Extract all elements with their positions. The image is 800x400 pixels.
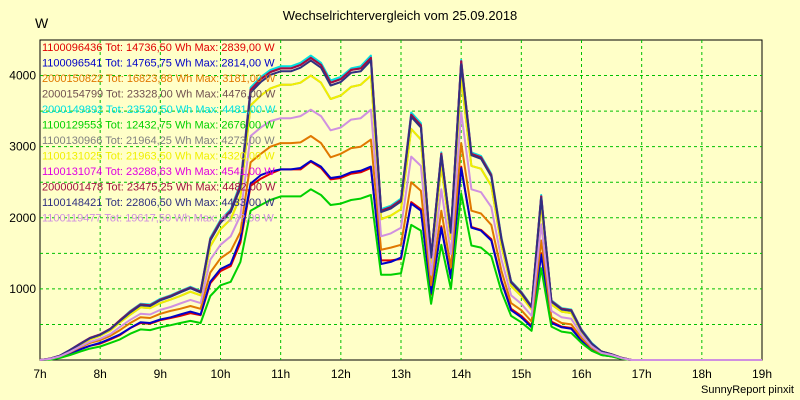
x-tick-label: 17h: [632, 367, 652, 381]
x-tick-label: 16h: [571, 367, 591, 381]
chart-title: Wechselrichtervergleich vom 25.09.2018: [282, 8, 518, 23]
legend-entry-1100096436: 1100096436 Tot: 14736,50 Wh Max: 2839,00…: [42, 42, 275, 54]
x-tick-label: 12h: [331, 367, 351, 381]
x-tick-label: 18h: [692, 367, 712, 381]
x-tick-label: 14h: [451, 367, 471, 381]
legend-entry-1100130966: 1100130966 Tot: 21964,25 Wh Max: 4273,00…: [42, 135, 275, 147]
legend-entry-1100148421: 1100148421 Tot: 22806,50 Wh Max: 4433,00…: [42, 197, 275, 209]
y-axis-unit-label: W: [35, 15, 49, 31]
x-tick-label: 8h: [93, 367, 106, 381]
y-tick-label: 4000: [9, 69, 36, 83]
legend-entry-1100119477: 1100119477 Tot: 19617,50 Wh Max: 41??,00…: [42, 213, 274, 225]
series-line-1100119477: [39, 108, 762, 361]
x-tick-label: 19h: [752, 367, 772, 381]
legend-entry-1100096541: 1100096541 Tot: 14765,75 Wh Max: 2814,00…: [42, 58, 275, 70]
credit-text: SunnyReport pinxit: [701, 384, 794, 396]
legend-entry-1100131074: 1100131074 Tot: 23288,63 Wh Max: 4541,00…: [42, 166, 275, 178]
x-tick-label: 15h: [511, 367, 531, 381]
y-tick-label: 2000: [9, 211, 36, 225]
x-tick-label: 9h: [154, 367, 167, 381]
legend-entry-2000154799: 2000154799 Tot: 23328,00 Wh Max: 4476,00…: [42, 89, 276, 101]
x-tick-label: 13h: [391, 367, 411, 381]
x-tick-label: 10h: [210, 367, 230, 381]
legend-entry-2000149892: 2000149892 Tot: 23520,50 Wh Max: 4481,00…: [42, 104, 276, 116]
x-tick-label: 11h: [271, 367, 290, 381]
legend-entry-2000001478: 2000001478 Tot: 23475,25 Wh Max: 4482,00…: [42, 182, 276, 194]
legend-entry-1100131025: 1100131025 Tot: 21963,50 Wh Max: 4320,00…: [42, 151, 275, 163]
y-tick-label: 3000: [9, 140, 36, 154]
x-tick-label: 7h: [33, 367, 46, 381]
legend-entry-1100129553: 1100129553 Tot: 12432,75 Wh Max: 2676,00…: [42, 120, 275, 132]
legend-entry-2000150822: 2000150822 Tot: 16823,88 Wh Max: 3181,00…: [42, 73, 276, 85]
y-tick-label: 1000: [9, 282, 36, 296]
